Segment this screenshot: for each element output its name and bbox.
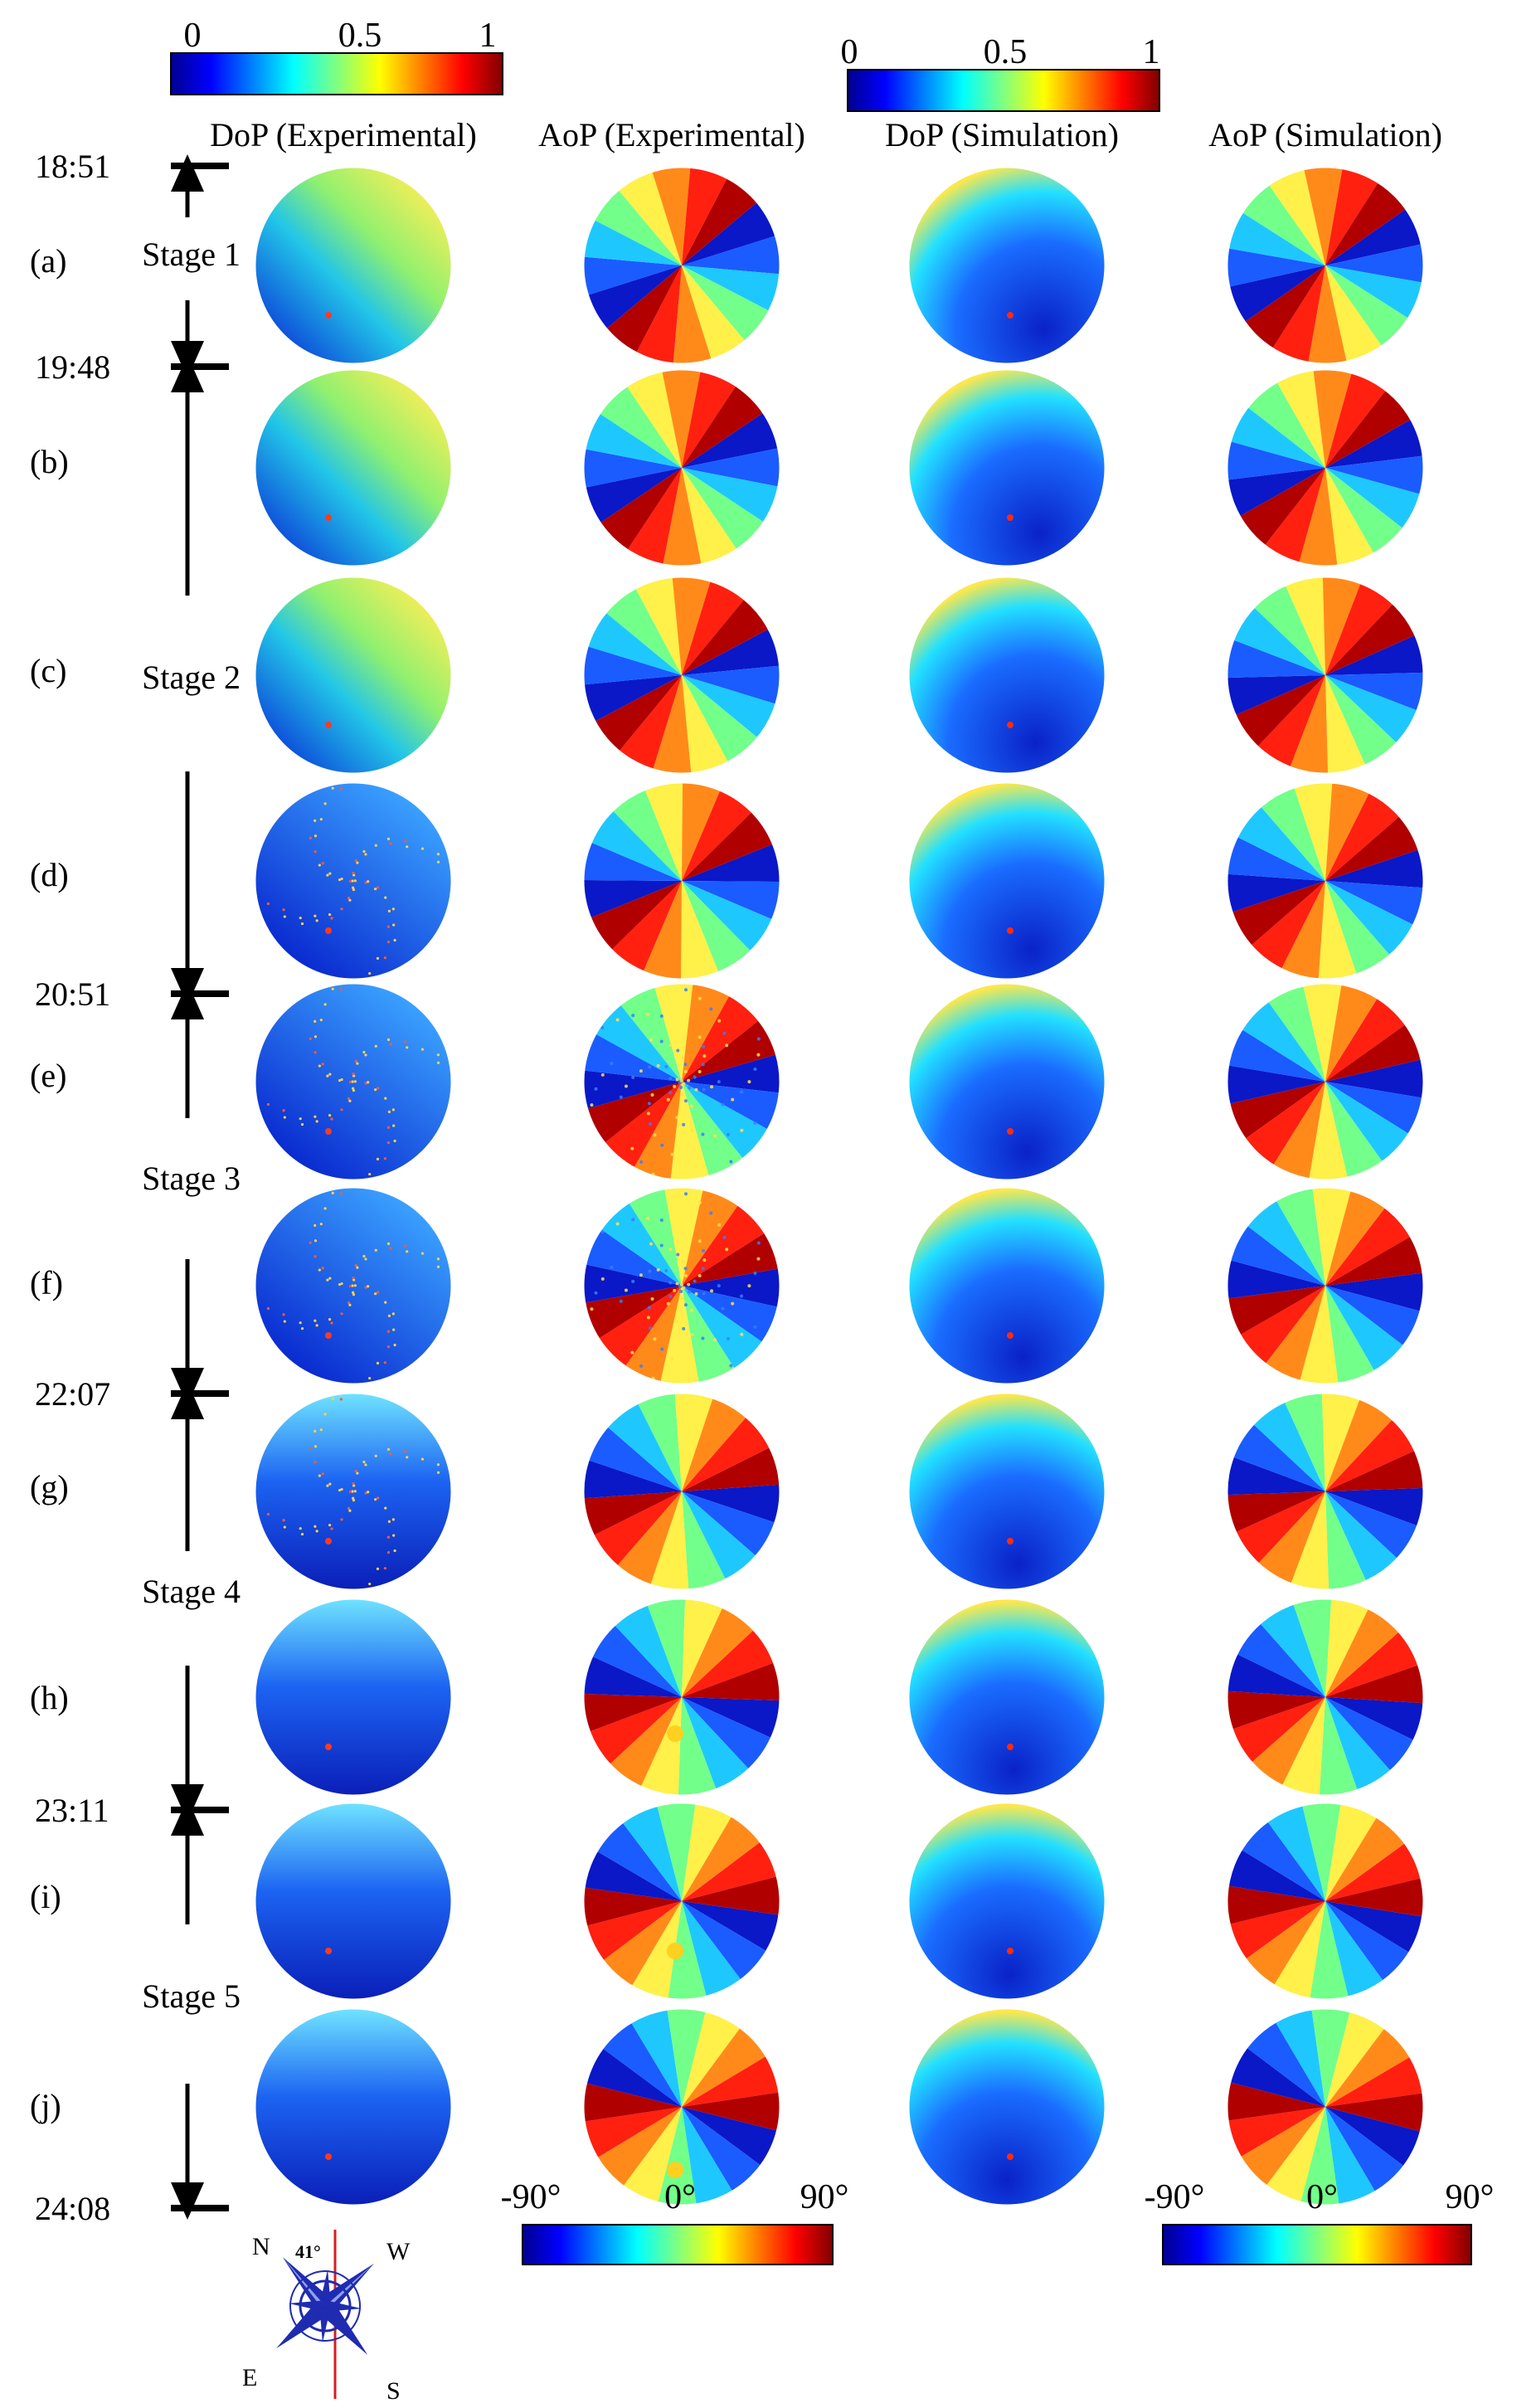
panel-aop-sim-3 [1227,782,1424,980]
colorbar-aop-simulation-tick-0: -90° [1145,2178,1205,2216]
compass-west: W [386,2238,411,2265]
panel-aop-exp-6 [583,1393,780,1590]
row-label-d: (d) [30,856,69,893]
panel-dop-exp-7 [255,1598,452,1796]
panel-dop-exp-8 [255,1802,452,2000]
stage-label-2: Stage 3 [142,1160,241,1197]
panel-dop-exp-3 [255,782,452,980]
compass-south: S [386,2377,401,2405]
time-label-5: 24:08 [35,2190,110,2227]
panel-aop-sim-9 [1227,2008,1424,2206]
row-label-b: (b) [30,443,69,480]
colorbar-aop-experimental-tick-2: 90° [800,2178,849,2216]
time-label-4: 23:11 [35,1792,109,1829]
stage-label-4: Stage 5 [142,1977,241,2015]
column-header-0: DoP (Experimental) [210,116,477,153]
colorbar-aop-experimental-bar [522,2224,834,2265]
stage-label-3: Stage 4 [142,1573,241,1610]
colorbar-dop-simulation: 0 0.5 1 [841,33,1160,112]
panel-aop-exp-0 [583,167,780,364]
column-header-2: DoP (Simulation) [885,116,1119,153]
panel-aop-sim-0 [1227,167,1424,364]
panel-dop-sim-9 [908,2008,1106,2206]
colorbar-dop-experimental-bar [170,52,503,95]
panel-dop-exp-2 [255,576,452,774]
compass-rose-icon [276,2257,374,2355]
row-label-f: (f) [30,1264,63,1301]
row-label-g: (g) [30,1468,69,1506]
panel-aop-sim-4 [1227,983,1424,1180]
row-label-e: (e) [30,1057,66,1094]
time-label-2: 20:51 [35,975,110,1013]
panel-aop-exp-9 [583,2008,780,2206]
panel-aop-sim-7 [1227,1598,1424,1796]
colorbar-aop-experimental: -90° 0° 90° [501,2178,849,2265]
panel-aop-sim-1 [1227,369,1424,567]
panel-dop-sim-7 [908,1598,1106,1796]
colorbar-dop-experimental: 0 0.5 1 [170,17,503,95]
colorbar-aop-simulation-tick-1: 0° [1306,2178,1338,2216]
compass: N W E S 41° [242,2230,411,2405]
colorbar-aop-simulation-tick-2: 90° [1446,2178,1495,2216]
colorbar-dop-simulation-tick-2: 1 [1143,33,1160,71]
time-label-3: 22:07 [35,1375,110,1413]
panel-dop-sim-8 [908,1802,1106,2000]
row-label-i: (i) [30,1878,61,1915]
colorbar-aop-experimental-tick-0: -90° [501,2178,561,2216]
row-label-j: (j) [30,2087,61,2124]
column-header-1: AoP (Experimental) [538,116,805,153]
panel-aop-exp-7 [583,1598,780,1796]
panel-aop-sim-6 [1227,1393,1424,1590]
row-label-h: (h) [30,1679,69,1716]
panel-grid [255,167,1424,2206]
panel-aop-exp-4 [583,983,780,1180]
colorbar-dop-experimental-tick-2: 1 [479,17,497,55]
panel-aop-exp-5 [583,1187,780,1384]
stage-label-1: Stage 2 [142,659,241,696]
panel-dop-exp-5 [255,1187,452,1384]
colorbar-dop-experimental-tick-0: 0 [184,17,202,55]
colorbar-dop-simulation-tick-1: 0.5 [984,33,1028,71]
colorbar-aop-simulation-bar [1162,2224,1472,2265]
panel-aop-sim-5 [1227,1187,1424,1384]
colorbar-aop-experimental-tick-1: 0° [664,2178,696,2216]
compass-angle: 41° [295,2241,321,2262]
compass-east: E [242,2364,257,2391]
colorbar-dop-simulation-tick-0: 0 [841,33,858,71]
panel-aop-exp-1 [583,369,780,567]
colorbar-dop-experimental-tick-1: 0.5 [338,17,382,55]
panel-dop-exp-1 [255,369,452,567]
panel-dop-sim-6 [908,1393,1106,1590]
column-header-3: AoP (Simulation) [1208,116,1442,153]
panel-aop-sim-2 [1227,576,1424,774]
compass-north: N [252,2233,270,2260]
timeline [171,154,229,2220]
panel-dop-exp-4 [255,983,452,1180]
panel-dop-exp-0 [255,167,452,364]
colorbar-dop-simulation-bar [847,69,1160,112]
panel-aop-exp-2 [583,576,780,774]
colorbar-aop-simulation: -90° 0° 90° [1145,2178,1495,2265]
row-label-a: (a) [30,242,66,280]
panel-aop-exp-8 [583,1802,780,2000]
time-label-0: 18:51 [35,148,110,185]
row-label-c: (c) [30,652,66,689]
panel-aop-exp-3 [583,782,780,980]
stage-label-0: Stage 1 [142,236,241,273]
panel-aop-sim-8 [1227,1802,1424,2000]
time-label-1: 19:48 [35,348,110,386]
panel-dop-exp-9 [255,2008,452,2206]
panel-dop-exp-6 [255,1393,452,1590]
